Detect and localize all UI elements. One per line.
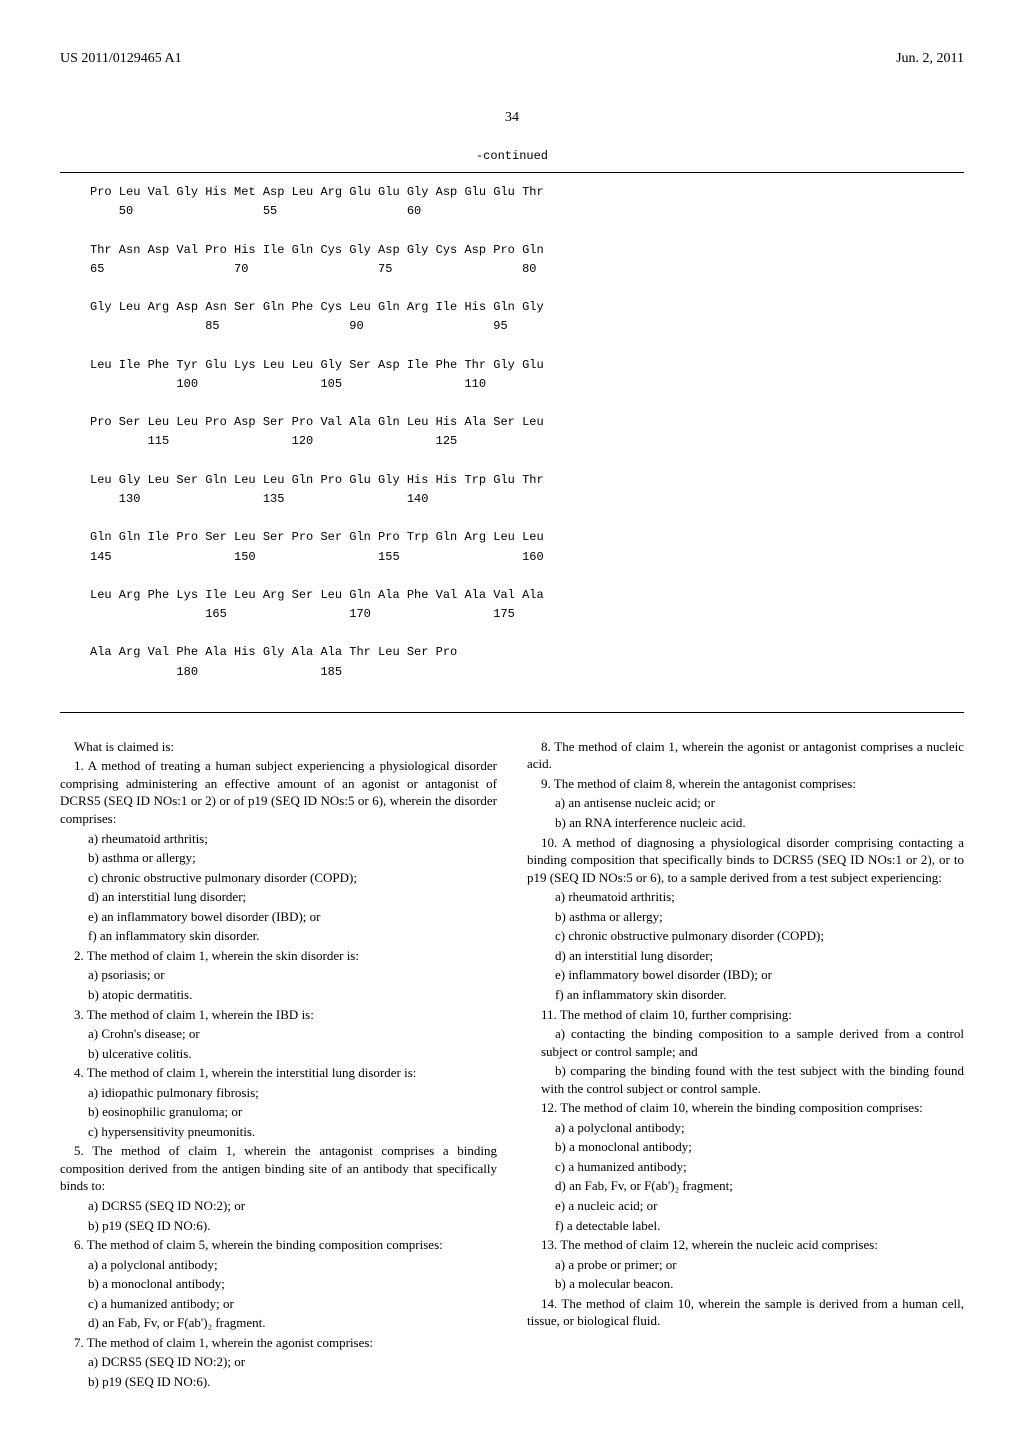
claim-6d: d) an Fab, Fv, or F(ab')₂ fragment. bbox=[74, 1314, 497, 1332]
claim-1: 1. A method of treating a human subject … bbox=[60, 757, 497, 827]
claim-3b: b) ulcerative colitis. bbox=[74, 1045, 497, 1063]
claim-2b: b) atopic dermatitis. bbox=[74, 986, 497, 1004]
claim-10: 10. A method of diagnosing a physiologic… bbox=[527, 834, 964, 887]
claim-5: 5. The method of claim 1, wherein the an… bbox=[60, 1142, 497, 1195]
claim-2a: a) psoriasis; or bbox=[74, 966, 497, 984]
claim-12e: e) a nucleic acid; or bbox=[541, 1197, 964, 1215]
claim-8: 8. The method of claim 1, wherein the ag… bbox=[527, 738, 964, 773]
claim-7: 7. The method of claim 1, wherein the ag… bbox=[60, 1334, 497, 1352]
claim-10e: e) inflammatory bowel disorder (IBD); or bbox=[541, 966, 964, 984]
claim-9b: b) an RNA interference nucleic acid. bbox=[541, 814, 964, 832]
left-column: What is claimed is: 1. A method of treat… bbox=[60, 738, 497, 1393]
claim-6c: c) a humanized antibody; or bbox=[74, 1295, 497, 1313]
claim-11: 11. The method of claim 10, further comp… bbox=[527, 1006, 964, 1024]
sequence-listing: Pro Leu Val Gly His Met Asp Leu Arg Glu … bbox=[90, 183, 964, 682]
claims-intro: What is claimed is: bbox=[60, 738, 497, 756]
claim-1b: b) asthma or allergy; bbox=[74, 849, 497, 867]
pub-number: US 2011/0129465 A1 bbox=[60, 50, 182, 69]
claim-7a: a) DCRS5 (SEQ ID NO:2); or bbox=[74, 1353, 497, 1371]
claim-5a: a) DCRS5 (SEQ ID NO:2); or bbox=[74, 1197, 497, 1215]
claim-7b: b) p19 (SEQ ID NO:6). bbox=[74, 1373, 497, 1391]
claim-11b: b) comparing the binding found with the … bbox=[541, 1062, 964, 1097]
rule-bottom bbox=[60, 712, 964, 713]
claim-3a: a) Crohn's disease; or bbox=[74, 1025, 497, 1043]
claim-4: 4. The method of claim 1, wherein the in… bbox=[60, 1064, 497, 1082]
claim-6a: a) a polyclonal antibody; bbox=[74, 1256, 497, 1274]
page-number: 34 bbox=[60, 109, 964, 128]
claim-13: 13. The method of claim 12, wherein the … bbox=[527, 1236, 964, 1254]
page-header: US 2011/0129465 A1 Jun. 2, 2011 bbox=[60, 50, 964, 69]
claim-6b: b) a monoclonal antibody; bbox=[74, 1275, 497, 1293]
claim-2: 2. The method of claim 1, wherein the sk… bbox=[60, 947, 497, 965]
claim-4a: a) idiopathic pulmonary fibrosis; bbox=[74, 1084, 497, 1102]
claim-14: 14. The method of claim 10, wherein the … bbox=[527, 1295, 964, 1330]
claim-12a: a) a polyclonal antibody; bbox=[541, 1119, 964, 1137]
pub-date: Jun. 2, 2011 bbox=[896, 50, 964, 69]
claim-1d: d) an interstitial lung disorder; bbox=[74, 888, 497, 906]
claim-10a: a) rheumatoid arthritis; bbox=[541, 888, 964, 906]
claim-10d: d) an interstitial lung disorder; bbox=[541, 947, 964, 965]
claim-6: 6. The method of claim 5, wherein the bi… bbox=[60, 1236, 497, 1254]
claim-4c: c) hypersensitivity pneumonitis. bbox=[74, 1123, 497, 1141]
claim-9a: a) an antisense nucleic acid; or bbox=[541, 794, 964, 812]
claims-columns: What is claimed is: 1. A method of treat… bbox=[60, 738, 964, 1393]
claim-1c: c) chronic obstructive pulmonary disorde… bbox=[74, 869, 497, 887]
claim-12c: c) a humanized antibody; bbox=[541, 1158, 964, 1176]
claim-9: 9. The method of claim 8, wherein the an… bbox=[527, 775, 964, 793]
claim-11a: a) contacting the binding composition to… bbox=[541, 1025, 964, 1060]
claim-4b: b) eosinophilic granuloma; or bbox=[74, 1103, 497, 1121]
continued-label: -continued bbox=[60, 148, 964, 164]
claim-12d: d) an Fab, Fv, or F(ab')₂ fragment; bbox=[541, 1177, 964, 1195]
claim-5b: b) p19 (SEQ ID NO:6). bbox=[74, 1217, 497, 1235]
rule-top bbox=[60, 172, 964, 173]
claim-10c: c) chronic obstructive pulmonary disorde… bbox=[541, 927, 964, 945]
claim-12f: f) a detectable label. bbox=[541, 1217, 964, 1235]
claim-12: 12. The method of claim 10, wherein the … bbox=[527, 1099, 964, 1117]
claim-1f: f) an inflammatory skin disorder. bbox=[74, 927, 497, 945]
claim-10f: f) an inflammatory skin disorder. bbox=[541, 986, 964, 1004]
claim-1a: a) rheumatoid arthritis; bbox=[74, 830, 497, 848]
claim-1e: e) an inflammatory bowel disorder (IBD);… bbox=[74, 908, 497, 926]
claim-12b: b) a monoclonal antibody; bbox=[541, 1138, 964, 1156]
claim-13b: b) a molecular beacon. bbox=[541, 1275, 964, 1293]
claim-10b: b) asthma or allergy; bbox=[541, 908, 964, 926]
right-column: 8. The method of claim 1, wherein the ag… bbox=[527, 738, 964, 1393]
claim-13a: a) a probe or primer; or bbox=[541, 1256, 964, 1274]
claim-3: 3. The method of claim 1, wherein the IB… bbox=[60, 1006, 497, 1024]
